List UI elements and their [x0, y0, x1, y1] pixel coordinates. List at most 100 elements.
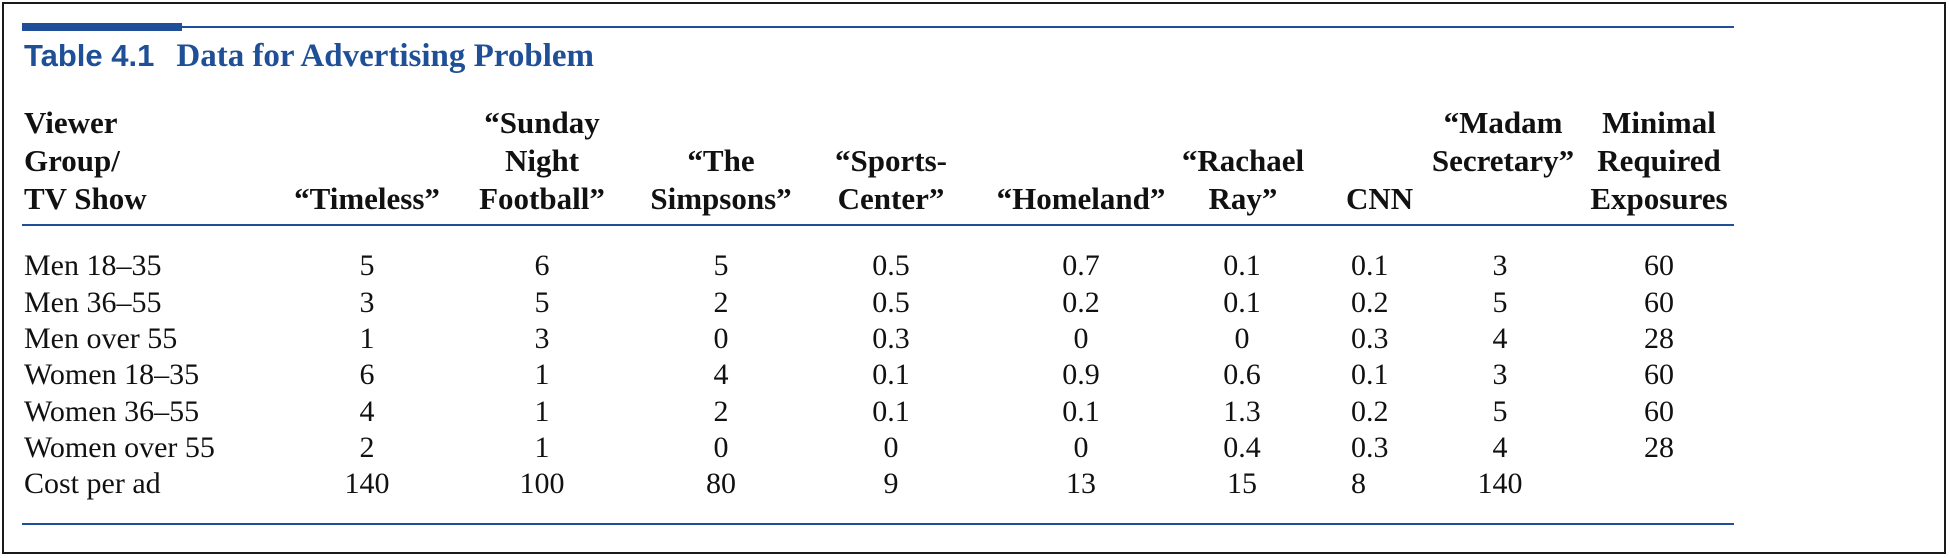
- table-cell: 1: [534, 431, 550, 464]
- table-cell: 2: [713, 395, 729, 428]
- header-line: “The: [687, 143, 755, 178]
- header-line: CNN: [1346, 181, 1414, 216]
- row-label: Cost per ad: [24, 467, 161, 500]
- header-sunday-night-football: “Sunday Night Football”: [462, 104, 622, 218]
- header-line: “Sunday: [484, 105, 600, 140]
- table-title: Data for Advertising Problem: [176, 38, 595, 74]
- table-cell: 0.5: [872, 286, 910, 319]
- table-cell: 4: [713, 358, 729, 391]
- table-cell: 60: [1644, 286, 1674, 319]
- header-sportscenter: “Sports- Center”: [816, 142, 966, 218]
- table-cell: 0.9: [1062, 358, 1100, 391]
- table-cell: 0.2: [1351, 395, 1389, 428]
- header-line: Night: [504, 143, 580, 178]
- table-cell: 0.7: [1062, 249, 1100, 282]
- row-label: Men 18–35: [24, 249, 162, 282]
- table-cell: 0: [1234, 322, 1250, 355]
- table-cell: 3: [1492, 358, 1508, 391]
- header-viewer-group: Viewer Group/ TV Show: [24, 104, 147, 218]
- bottom-rule: [22, 523, 1734, 525]
- header-line: Secretary”: [1431, 143, 1575, 178]
- table-cell: 1.3: [1223, 395, 1261, 428]
- table-cell: 0: [713, 431, 729, 464]
- header-line: Required: [1597, 143, 1721, 178]
- table-cell: 6: [359, 358, 375, 391]
- table-cell: 0.1: [872, 358, 910, 391]
- table-cell: 0.6: [1223, 358, 1261, 391]
- header-line: “Timeless”: [294, 181, 440, 216]
- table-cell: 0.4: [1223, 431, 1261, 464]
- table-cell: 0.1: [1062, 395, 1100, 428]
- header-line: Football”: [479, 181, 605, 216]
- header-cnn: CNN: [1346, 180, 1413, 218]
- table-cell: 5: [534, 286, 550, 319]
- table-cell: 0.1: [1223, 286, 1261, 319]
- row-label: Men over 55: [24, 322, 178, 355]
- table-caption: Table 4.1 Data for Advertising Problem: [24, 38, 594, 75]
- table-cell: 1: [534, 358, 550, 391]
- header-minimal-required-exposures: Minimal Required Exposures: [1584, 104, 1734, 218]
- table-cell: 0.1: [1351, 249, 1389, 282]
- table-cell: 1: [359, 322, 375, 355]
- table-cell: 5: [359, 249, 375, 282]
- table-cell: 1: [534, 395, 550, 428]
- table-cell: 5: [1492, 395, 1508, 428]
- header-rachael-ray: “Rachael Ray”: [1168, 142, 1318, 218]
- header-rule: [22, 224, 1734, 226]
- header-the-simpsons: “The Simpsons”: [636, 142, 806, 218]
- table-cell: 0: [883, 431, 899, 464]
- header-line: Minimal: [1602, 105, 1716, 140]
- table-cell: 28: [1644, 431, 1674, 464]
- table-cell: 8: [1351, 467, 1366, 500]
- table-cell: 4: [359, 395, 375, 428]
- table-cell: 0.3: [1351, 431, 1389, 464]
- header-madam-secretary: “Madam Secretary”: [1418, 104, 1588, 180]
- table-cell: 3: [359, 286, 375, 319]
- header-homeland: “Homeland”: [976, 180, 1186, 218]
- table-cell: 60: [1644, 358, 1674, 391]
- table-cell: 2: [713, 286, 729, 319]
- table-cell: 3: [534, 322, 550, 355]
- table-cell: 4: [1492, 322, 1508, 355]
- table-cell: 0.1: [1351, 358, 1389, 391]
- header-line: “Rachael: [1181, 143, 1305, 178]
- table-cell: 0.3: [872, 322, 910, 355]
- header-line: Ray”: [1208, 181, 1278, 216]
- table-cell: 9: [883, 467, 899, 500]
- row-label: Women 36–55: [24, 395, 200, 428]
- title-accent-bar: [22, 23, 182, 31]
- table-cell: 140: [1477, 467, 1523, 500]
- header-line: “Madam: [1443, 105, 1563, 140]
- table-cell: 5: [1492, 286, 1508, 319]
- header-line: Center”: [837, 181, 945, 216]
- table-cell: 0: [1073, 431, 1089, 464]
- table-number: Table 4.1: [24, 38, 155, 73]
- table-cell: 13: [1066, 467, 1096, 500]
- table-cell: 0.2: [1351, 286, 1389, 319]
- header-line: “Homeland”: [996, 181, 1166, 216]
- header-timeless: “Timeless”: [277, 180, 457, 218]
- header-line: Exposures: [1590, 181, 1728, 216]
- table-cell: 0.1: [1223, 249, 1261, 282]
- top-rule: [182, 26, 1734, 28]
- table-cell: 0.2: [1062, 286, 1100, 319]
- table-cell: 6: [534, 249, 550, 282]
- header-line: “Sports-: [835, 143, 947, 178]
- table-cell: 0.1: [872, 395, 910, 428]
- table-cell: 0.3: [1351, 322, 1389, 355]
- table-cell: 5: [713, 249, 729, 282]
- table-cell: 0.5: [872, 249, 910, 282]
- table-cell: 100: [519, 467, 565, 500]
- table-cell: 28: [1644, 322, 1674, 355]
- header-line: Viewer: [24, 105, 118, 140]
- table-cell: 60: [1644, 395, 1674, 428]
- row-label: Women 18–35: [24, 358, 200, 391]
- table-cell: 15: [1227, 467, 1257, 500]
- row-label: Men 36–55: [24, 286, 162, 319]
- header-line: Group/: [24, 143, 120, 178]
- table-cell: 0: [1073, 322, 1089, 355]
- table-cell: 2: [359, 431, 375, 464]
- row-label: Women over 55: [24, 431, 215, 464]
- table-cell: 60: [1644, 249, 1674, 282]
